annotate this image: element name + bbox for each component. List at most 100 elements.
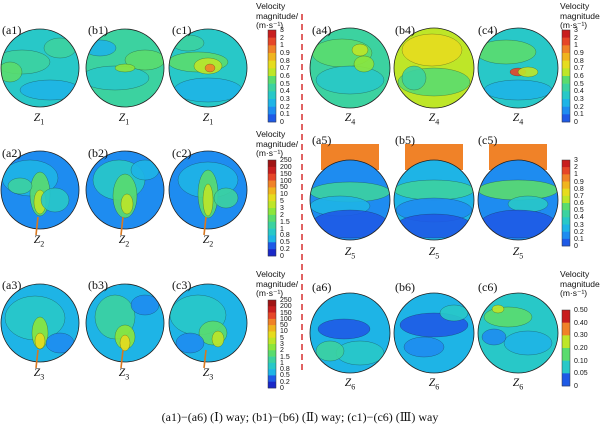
figure xyxy=(0,14,571,389)
colorbar-title-cb3: Velocity magnitude/(m·s⁻¹) xyxy=(256,269,298,299)
colorbar-segment xyxy=(562,203,570,211)
contour-plot-b4 xyxy=(393,27,475,109)
colorbar-tick-label: 150 xyxy=(280,309,292,317)
colorbar-segment xyxy=(268,235,276,243)
colorbar-tick-label: 10 xyxy=(280,191,288,199)
contour-region xyxy=(404,337,444,357)
colorbar-segment xyxy=(562,335,570,349)
zone-index: 1 xyxy=(209,117,214,127)
contour-line xyxy=(1,61,23,83)
contour-region xyxy=(5,296,65,340)
colorbar-tick-label: 200 xyxy=(280,163,292,171)
panel-label-c3: (c3) xyxy=(172,278,192,292)
panel-label-b6: (b6) xyxy=(395,280,415,294)
contour-region xyxy=(492,305,504,313)
contour-region xyxy=(212,331,224,347)
zone-letter: Z xyxy=(344,246,352,258)
colorbar-tick-label: 0.05 xyxy=(574,370,588,378)
contour-plot-a2 xyxy=(0,150,80,236)
contour-line xyxy=(114,63,136,73)
figure-caption: (a1)−(a6) (Ⅰ) way; (b1)−(b6) (Ⅱ) way; (c… xyxy=(161,410,439,424)
colorbar-segment xyxy=(268,201,276,209)
zone-label-c5: Z5 xyxy=(498,246,538,262)
contour-line xyxy=(204,63,216,73)
colorbar-tick-label: 0.4 xyxy=(574,214,584,222)
colorbar-tick-label: 1 xyxy=(280,42,284,50)
colorbar-segment xyxy=(562,348,570,361)
contour-region xyxy=(480,210,556,238)
colorbar-tick-label: 50 xyxy=(280,184,288,192)
colorbar-tick-label: 0 xyxy=(574,243,578,250)
contour-region xyxy=(312,210,388,238)
contour-plot-b3 xyxy=(85,283,165,369)
colorbar-segment xyxy=(562,114,570,123)
panel-label-a4: (a4) xyxy=(312,23,332,37)
zone-letter: Z xyxy=(344,112,352,124)
nozzle-jet xyxy=(35,216,39,236)
contour-line xyxy=(34,332,46,350)
contour-line xyxy=(397,67,471,97)
zone-letter: Z xyxy=(202,367,210,379)
panel-label-b2: (b2) xyxy=(88,146,108,160)
panel-label-c1: (c1) xyxy=(172,23,192,37)
colorbar-segment xyxy=(562,45,570,54)
colorbar-segment xyxy=(268,83,276,92)
contour-line xyxy=(124,49,164,71)
colorbar-segment xyxy=(268,60,276,69)
colorbar-segment xyxy=(562,91,570,100)
contour-line xyxy=(517,66,539,78)
contour-plot-c4 xyxy=(477,27,559,109)
zone-letter: Z xyxy=(512,112,520,124)
colorbar-segment xyxy=(268,166,276,175)
colorbar-tick-label: 2 xyxy=(280,34,284,42)
colorbar-segment xyxy=(268,180,276,188)
contour-region xyxy=(336,341,384,365)
plot-boundary xyxy=(393,27,475,109)
colorbar-tick-label: 0 xyxy=(574,383,578,390)
colorbar-segment xyxy=(562,106,570,115)
plot-boundary xyxy=(168,283,248,363)
colorbar-segment xyxy=(562,195,570,204)
zone-letter: Z xyxy=(428,112,436,124)
colorbar-tick-label: 0.3 xyxy=(280,96,290,103)
plot-boundary xyxy=(477,27,559,109)
contour-region xyxy=(518,67,538,77)
colorbar-tick-label: 0.1 xyxy=(574,235,584,243)
colorbar-title-line: magnitude/ xyxy=(256,138,299,149)
colorbar-segment xyxy=(562,60,570,69)
colorbar-tick-label: 0.2 xyxy=(280,378,290,386)
zone-letter: Z xyxy=(118,112,126,124)
colorbar-tick-label: 250 xyxy=(280,157,292,164)
colorbar-tick-label: 0.6 xyxy=(280,73,290,80)
colorbar-tick-label: 3 xyxy=(574,27,578,34)
zone-label-a2: Z2 xyxy=(19,234,59,250)
colorbar-segment xyxy=(268,194,276,202)
panel-label-c2: (c2) xyxy=(172,146,192,160)
contour-line xyxy=(315,340,345,362)
colorbar-segment xyxy=(562,360,570,374)
contour-region xyxy=(174,78,242,102)
colorbar-tick-label: 0.20 xyxy=(574,345,588,352)
plot-boundary xyxy=(309,159,391,241)
colorbar-tick-label: 0.9 xyxy=(574,178,584,186)
contour-line xyxy=(86,39,117,57)
zone-letter: Z xyxy=(512,377,520,389)
colorbar-segment xyxy=(268,76,276,84)
colorbar-segment xyxy=(268,356,276,364)
colorbar-tick-label: 2 xyxy=(574,34,578,42)
colorbar-segment xyxy=(268,325,276,332)
contour-region xyxy=(318,319,370,339)
contour-line xyxy=(439,304,469,322)
zone-index: 4 xyxy=(435,117,440,127)
zone-index: 3 xyxy=(40,372,45,382)
contour-line xyxy=(169,51,229,73)
contour-plot-b1 xyxy=(85,28,165,108)
colorbar-title-line: (m·s⁻¹) xyxy=(256,20,284,30)
colorbar-segment xyxy=(562,224,570,232)
colorbar-title-line: Velocity xyxy=(256,1,286,11)
colorbar-segment xyxy=(562,30,570,38)
plot-boundary xyxy=(0,28,80,108)
contour-line xyxy=(491,304,505,314)
zone-letter: Z xyxy=(202,234,210,246)
contour-line xyxy=(315,65,385,95)
